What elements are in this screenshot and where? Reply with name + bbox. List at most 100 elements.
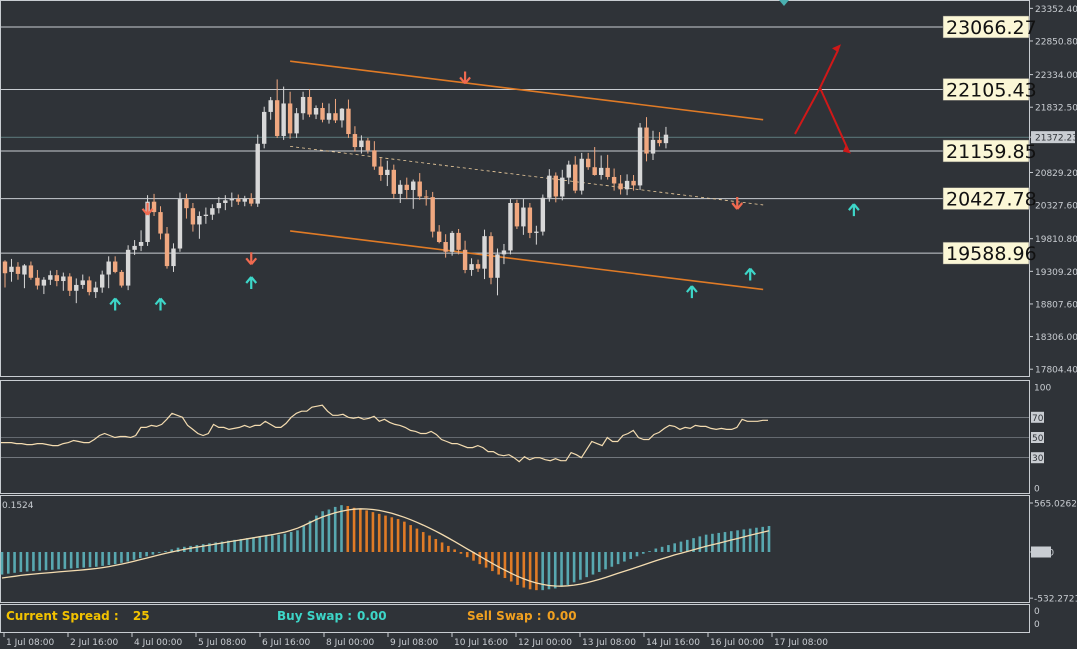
pane-frames (0, 0, 1030, 633)
candle-body (663, 134, 669, 144)
macd-bar (472, 552, 475, 561)
candle-body (80, 280, 85, 285)
macd-bar (220, 541, 224, 552)
macd-bar (566, 552, 570, 585)
candle-body (586, 158, 591, 168)
macd-bar (176, 547, 180, 552)
macd-bar (258, 536, 262, 552)
status-tick-label: 0 (1034, 607, 1040, 617)
candle-body (28, 265, 34, 278)
candle-body (650, 139, 656, 154)
macd-bar (245, 538, 249, 552)
candle-body (132, 245, 137, 250)
candle-body (436, 231, 442, 243)
macd-bar (170, 549, 174, 552)
price-tick-label: 18306.00 (1035, 333, 1077, 343)
up-arrow-icon (848, 203, 860, 217)
sell-swap-value: 0.00 (547, 609, 577, 623)
candle-body (566, 164, 571, 178)
level-badge (942, 241, 1030, 265)
macd-bar (616, 552, 620, 565)
macd-bar (302, 525, 306, 552)
candle-body (540, 197, 546, 232)
macd-bar (679, 541, 683, 552)
macd-zero-badge (1031, 546, 1051, 558)
candle-body (93, 287, 98, 293)
macd-bar (698, 536, 702, 552)
candle-body (294, 113, 299, 134)
sell-swap-label: Sell Swap : (467, 609, 542, 623)
macd-bar (535, 552, 538, 591)
candle-body (242, 198, 247, 202)
candle-body (274, 100, 280, 136)
candle-body (177, 199, 183, 249)
candle-body (138, 242, 144, 246)
candle-body (339, 108, 345, 121)
candle-body (287, 103, 293, 134)
candle-body (22, 265, 27, 275)
level-label: 23066.27 (946, 17, 1037, 39)
candle-body (385, 169, 390, 176)
macd-bar (321, 511, 324, 552)
macd-bar (597, 552, 601, 572)
candle-body (378, 166, 384, 176)
macd-bar (384, 515, 387, 552)
candle-body (171, 248, 176, 267)
candle-body (605, 167, 610, 177)
candle-body (657, 139, 662, 144)
candle-body (106, 261, 111, 275)
forecast-up-arrowhead-icon (832, 44, 841, 53)
price-tick-label: 21832.50 (1035, 104, 1077, 114)
macd-bar (6, 552, 10, 574)
down-arrow-icon (141, 202, 154, 216)
level-badge (942, 139, 1030, 163)
candle-body (352, 134, 358, 148)
macd-bar (509, 552, 513, 582)
macd-bar (729, 531, 733, 552)
status-tick-label: 0 (1034, 620, 1040, 630)
osc-tick-label: 100 (1034, 384, 1051, 394)
up-arrow-icon (245, 276, 258, 289)
macd-bar (352, 507, 356, 552)
candle-body (210, 208, 215, 215)
level-label: 22105.43 (946, 79, 1037, 101)
candle-body (326, 113, 332, 120)
macd-bar (579, 552, 582, 580)
macd-bar (403, 521, 406, 552)
candle-body (637, 127, 643, 186)
macd-bar (748, 528, 752, 552)
macd-bar (189, 545, 192, 552)
macd-bar (478, 552, 482, 565)
macd-bar (208, 543, 211, 552)
macd-tick-label: 565.0262 (1034, 500, 1077, 510)
price-channel (290, 60, 764, 291)
candle-body (145, 201, 150, 243)
macd-bar (755, 527, 758, 552)
candle-body (560, 177, 565, 197)
candle-body (547, 175, 552, 198)
macd-bar (145, 552, 148, 557)
osc-level-badge (1031, 411, 1044, 423)
macd-bar (50, 552, 54, 570)
candle-body (469, 264, 474, 270)
candle-body (100, 274, 105, 288)
candle-body (41, 279, 47, 286)
candle-body (417, 181, 422, 197)
candle-body (372, 150, 377, 167)
level-label: 20427.78 (946, 189, 1037, 211)
macd-bar (553, 552, 557, 589)
candle-body (268, 100, 273, 112)
candle-body (48, 275, 53, 280)
macd-bar (396, 519, 400, 552)
up-arrow-icon (744, 267, 757, 281)
level-label: 19588.96 (946, 243, 1037, 265)
macd-bar (95, 552, 98, 567)
status-bar: Current Spread : 25 Buy Swap : 0.00 Sell… (6, 604, 1026, 628)
shift-marker-icon (779, 0, 789, 6)
candle-body (236, 199, 241, 202)
macd-bar (648, 551, 651, 552)
candle-body (15, 266, 21, 274)
macd-bar (459, 552, 463, 554)
macd-bar (377, 513, 381, 552)
macd-bar (585, 552, 588, 578)
